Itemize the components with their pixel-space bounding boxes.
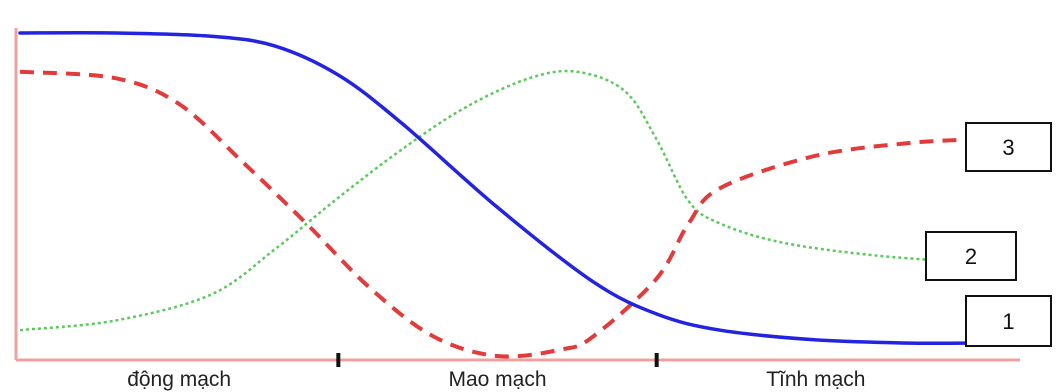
series-label-3: 3 xyxy=(1002,135,1014,160)
series-label-frame-1 xyxy=(965,295,1052,347)
series-label-1: 1 xyxy=(1002,309,1014,334)
series-label-frame-2 xyxy=(925,231,1017,281)
series-label-2: 2 xyxy=(965,244,977,269)
series-label-box-2: 2 xyxy=(925,231,1017,281)
series-line-2 xyxy=(19,69,976,332)
series-line-1 xyxy=(18,31,977,346)
segment-label-2: Mao mạch xyxy=(448,368,546,391)
series-label-frame-3 xyxy=(965,122,1052,172)
segment-ticks xyxy=(336,353,659,367)
series-layer xyxy=(18,31,977,359)
series-label-box-1: 1 xyxy=(965,295,1052,347)
series-line-3 xyxy=(19,69,976,359)
series-label-boxes: 1 2 3 xyxy=(925,122,1052,347)
segment-labels: động mạch Mao mạch Tĩnh mạch xyxy=(127,368,865,391)
series-label-box-3: 3 xyxy=(965,122,1052,172)
segment-label-1: động mạch xyxy=(127,368,231,391)
segment-label-3: Tĩnh mạch xyxy=(766,368,865,391)
